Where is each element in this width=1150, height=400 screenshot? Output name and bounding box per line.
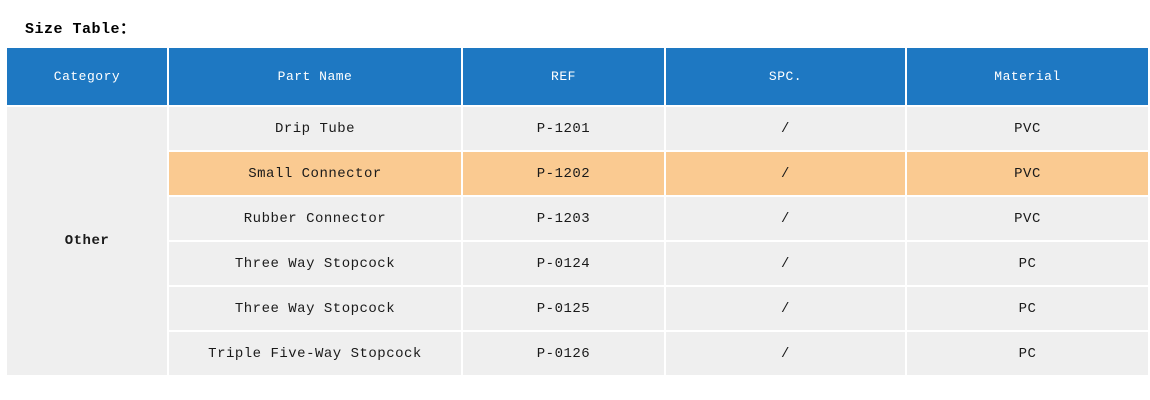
cell-material[interactable]: PC xyxy=(907,287,1148,330)
cell-material[interactable]: PC xyxy=(907,242,1148,285)
column-header-ref: REF xyxy=(463,48,664,105)
cell-material-highlighted[interactable]: PVC xyxy=(907,152,1148,195)
cell-spc[interactable]: / xyxy=(666,242,905,285)
cell-ref[interactable]: P-0124 xyxy=(463,242,664,285)
cell-part-name[interactable]: Rubber Connector xyxy=(169,197,461,240)
cell-ref[interactable]: P-0125 xyxy=(463,287,664,330)
column-header-category: Category xyxy=(7,48,167,105)
cell-material[interactable]: PVC xyxy=(907,197,1148,240)
size-table: Category Part Name REF SPC. Material Oth… xyxy=(7,48,1148,375)
cell-part-name[interactable]: Three Way Stopcock xyxy=(169,287,461,330)
cell-part-name[interactable]: Triple Five-Way Stopcock xyxy=(169,332,461,375)
cell-spc[interactable]: / xyxy=(666,107,905,150)
cell-part-name[interactable]: Three Way Stopcock xyxy=(169,242,461,285)
size-table-title: Size Table： xyxy=(25,21,136,38)
column-header-part-name: Part Name xyxy=(169,48,461,105)
column-header-spc: SPC. xyxy=(666,48,905,105)
cell-ref[interactable]: P-1203 xyxy=(463,197,664,240)
cell-material[interactable]: PC xyxy=(907,332,1148,375)
cell-ref[interactable]: P-0126 xyxy=(463,332,664,375)
cell-part-name[interactable]: Drip Tube xyxy=(169,107,461,150)
cell-material[interactable]: PVC xyxy=(907,107,1148,150)
cell-part-name-highlighted[interactable]: Small Connector xyxy=(169,152,461,195)
cell-ref[interactable]: P-1201 xyxy=(463,107,664,150)
cell-spc[interactable]: / xyxy=(666,197,905,240)
column-header-material: Material xyxy=(907,48,1148,105)
category-merged-cell: Other xyxy=(7,107,167,375)
cell-spc[interactable]: / xyxy=(666,287,905,330)
cell-ref-highlighted[interactable]: P-1202 xyxy=(463,152,664,195)
cell-spc[interactable]: / xyxy=(666,332,905,375)
cell-spc-highlighted[interactable]: / xyxy=(666,152,905,195)
